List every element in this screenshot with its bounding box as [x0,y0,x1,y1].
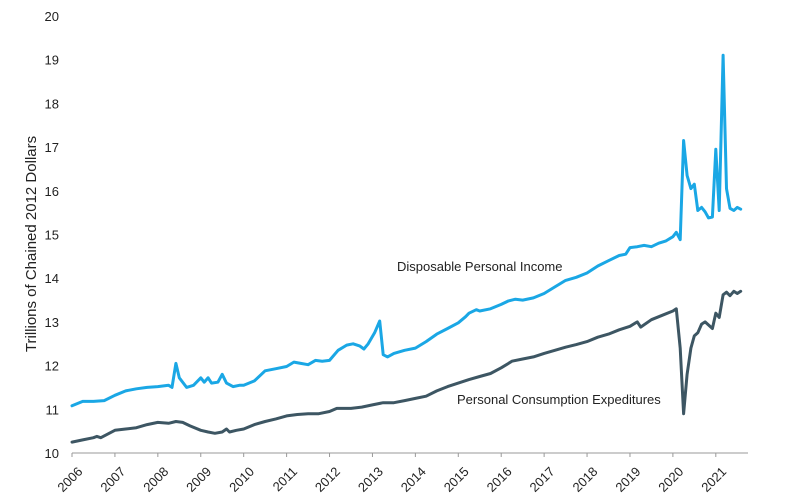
y-tick-label: 20 [45,9,59,24]
y-tick-label: 19 [45,53,59,68]
y-tick-label: 17 [45,140,59,155]
x-tick-label: 2019 [612,464,643,495]
y-tick-label: 13 [45,315,59,330]
y-tick-label: 15 [45,228,59,243]
x-tick-label: 2013 [355,464,386,495]
y-tick-label: 12 [45,359,59,374]
x-tick-label: 2011 [270,464,300,494]
y-tick-label: 16 [45,184,59,199]
x-tick-label: 2018 [569,464,600,495]
x-tick-label: 2006 [54,464,85,495]
x-tick-label: 2014 [398,464,429,495]
y-tick-label: 18 [45,96,59,111]
x-tick-label: 2007 [97,464,128,495]
series-layer [70,53,743,444]
x-tick-label: 2008 [140,464,171,495]
x-tick-label: 2017 [527,464,558,495]
x-tick-label: 2010 [226,464,257,495]
annotation-disposable-personal-income: Disposable Personal Income [397,259,562,274]
y-axis-title: Trillions of Chained 2012 Dollars [23,136,40,352]
x-tick-label: 2020 [655,464,686,495]
x-tick-label: 2012 [312,464,343,495]
x-axis-ticks: 2006 2007 2008 2009 2010 2011 2012 2013 2014 2015… [54,453,729,495]
x-tick-label: 2015 [441,464,472,495]
annotation-personal-consumption-expenditures: Personal Consumption Expeditures [457,392,661,407]
x-tick-label: 2016 [484,464,515,495]
x-tick-label: 2021 [698,464,729,495]
series-line-personal-consumption-expenditures [70,289,743,444]
series-line-disposable-personal-income [70,53,743,408]
x-tick-label: 2009 [183,464,214,495]
y-tick-label: 10 [45,446,59,461]
y-tick-label: 14 [45,271,59,286]
y-axis-ticks: 10 11 12 13 14 15 16 17 18 19 20 [45,9,59,461]
y-tick-label: 11 [46,402,60,417]
